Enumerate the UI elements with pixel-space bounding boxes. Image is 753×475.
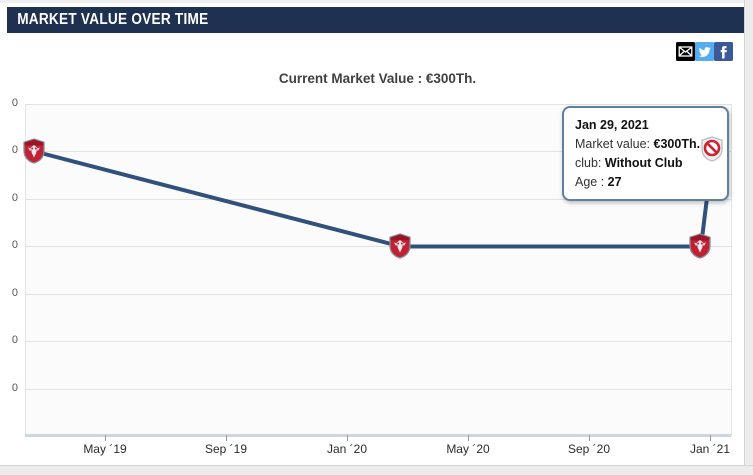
x-tick-label: Sep ´19 bbox=[204, 442, 248, 456]
gridline bbox=[26, 151, 731, 153]
x-tick-label: Sep ´20 bbox=[567, 442, 611, 456]
email-share-icon[interactable] bbox=[676, 42, 695, 61]
club-crest-marker[interactable] bbox=[689, 233, 711, 259]
page-edge-bottom bbox=[0, 465, 753, 475]
chart-tooltip: Jan 29, 2021 Market value: €300Th. club:… bbox=[562, 106, 729, 201]
x-tick-mark bbox=[468, 435, 469, 441]
current-market-value-title: Current Market Value : €300Th. bbox=[278, 71, 477, 86]
gridline bbox=[26, 293, 731, 295]
club-crest-marker[interactable] bbox=[389, 233, 411, 259]
page-edge-right bbox=[744, 0, 753, 475]
section-title: MARKET VALUE OVER TIME bbox=[17, 11, 209, 28]
gridline bbox=[26, 341, 731, 343]
x-tick-mark bbox=[105, 435, 106, 441]
twitter-share-icon[interactable] bbox=[695, 42, 714, 61]
tooltip-club: club: Without Club bbox=[575, 156, 683, 170]
gridline bbox=[26, 246, 731, 248]
y-tick-label: 0 bbox=[11, 239, 18, 252]
gridline bbox=[26, 104, 731, 105]
x-tick-label: Jan ´20 bbox=[326, 442, 368, 456]
y-tick-label: 0 bbox=[11, 286, 18, 299]
tooltip-age: Age : 27 bbox=[575, 175, 622, 189]
x-tick-label: May ´20 bbox=[446, 442, 490, 456]
y-tick-label: 0 bbox=[11, 381, 18, 394]
share-buttons bbox=[676, 42, 733, 61]
x-tick-mark bbox=[710, 435, 711, 441]
y-tick-label: 0 bbox=[11, 144, 18, 157]
y-tick-label: 0 bbox=[11, 334, 18, 347]
gridline bbox=[26, 388, 731, 390]
page-edge-top bbox=[0, 0, 753, 3]
without-club-marker[interactable] bbox=[701, 135, 723, 162]
tooltip-date: Jan 29, 2021 bbox=[575, 118, 649, 132]
facebook-share-icon[interactable] bbox=[714, 42, 733, 61]
x-axis-line bbox=[25, 434, 731, 437]
club-crest-marker[interactable] bbox=[23, 138, 45, 164]
gridline bbox=[26, 198, 731, 200]
tooltip-market-value: Market value: €300Th. bbox=[575, 137, 701, 151]
x-tick-label: May ´19 bbox=[83, 442, 127, 456]
y-tick-label: 0 bbox=[11, 191, 18, 204]
x-tick-mark bbox=[589, 435, 590, 441]
x-tick-mark bbox=[226, 435, 227, 441]
x-tick-label: Jan ´21 bbox=[689, 442, 731, 456]
x-tick-mark bbox=[347, 435, 348, 441]
y-tick-label: 0 bbox=[11, 97, 18, 109]
section-header: MARKET VALUE OVER TIME bbox=[7, 7, 747, 33]
